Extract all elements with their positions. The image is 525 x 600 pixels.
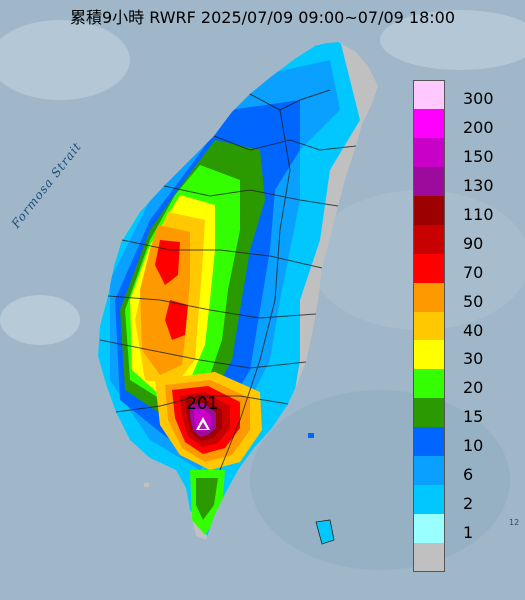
legend-label: 300	[463, 89, 494, 108]
legend-row: 10	[413, 427, 521, 457]
legend-row: 1	[413, 514, 521, 544]
legend-label: 20	[463, 378, 484, 398]
legend-row: 110	[413, 195, 521, 225]
corner-label: 12	[509, 518, 520, 527]
legend-swatch	[413, 137, 445, 167]
legend-label: 30	[463, 349, 484, 369]
legend-row	[413, 543, 521, 572]
legend-row: 300	[413, 80, 521, 109]
legend-label: 10	[463, 436, 484, 456]
legend-swatch	[413, 398, 445, 428]
legend-row: 6	[413, 456, 521, 486]
legend-row: 15	[413, 398, 521, 428]
legend-swatch	[413, 108, 445, 138]
legend-row: 2	[413, 485, 521, 515]
legend-row: 150	[413, 137, 521, 167]
legend-swatch	[413, 195, 445, 225]
legend-swatch	[413, 340, 445, 370]
legend-swatch	[413, 369, 445, 399]
legend-row: 90	[413, 224, 521, 254]
legend-label: 150	[463, 146, 494, 166]
rainfall-field	[98, 42, 360, 540]
rainfall-legend: 300 200 150 130 110 90 70 50 40 30 20 15 10 6 2 1	[413, 80, 521, 572]
max-rainfall-value: 201	[186, 394, 219, 414]
legend-label: 2	[463, 494, 474, 514]
legend-row: 30	[413, 340, 521, 370]
legend-row: 200	[413, 108, 521, 138]
legend-row: 20	[413, 369, 521, 399]
legend-label: 110	[463, 204, 494, 224]
legend-swatch	[413, 514, 445, 544]
legend-row: 40	[413, 311, 521, 341]
legend-row: 130	[413, 166, 521, 196]
offshore-islands	[144, 433, 335, 545]
legend-swatch	[413, 80, 445, 109]
map-title: 累積9小時 RWRF 2025/07/09 09:00~07/09 18:00	[69, 8, 456, 27]
legend-swatch	[413, 456, 445, 486]
legend-label: 50	[463, 291, 484, 311]
legend-swatch	[413, 485, 445, 515]
legend-label: 6	[463, 465, 474, 485]
legend-label: 130	[463, 175, 494, 195]
county-borders	[99, 89, 357, 471]
legend-swatch	[413, 427, 445, 457]
legend-label: 70	[463, 262, 484, 282]
legend-label: 40	[463, 320, 484, 340]
max-rainfall-marker-inner	[199, 422, 207, 429]
legend-label: 90	[463, 233, 484, 253]
legend-label: 15	[463, 407, 484, 427]
legend-swatch	[413, 253, 445, 283]
legend-swatch	[413, 224, 445, 254]
legend-swatch	[413, 166, 445, 196]
legend-swatch	[413, 311, 445, 341]
legend-row: 70	[413, 253, 521, 283]
legend-label: 1	[463, 523, 474, 543]
legend-swatch	[413, 543, 445, 572]
legend-row: 50	[413, 282, 521, 312]
legend-swatch	[413, 282, 445, 312]
legend-label: 200	[463, 117, 494, 137]
